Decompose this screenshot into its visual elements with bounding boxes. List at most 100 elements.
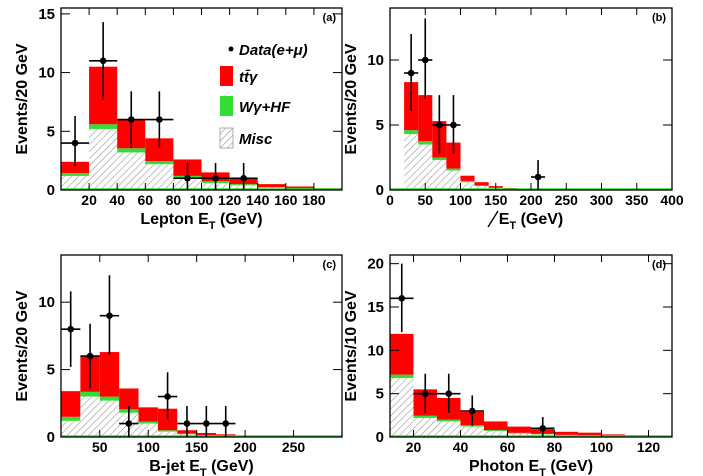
- x-tick-label: 100: [137, 439, 161, 455]
- legend-data-marker: [228, 46, 234, 52]
- wgamma-bar: [460, 180, 475, 183]
- misc-bar: [145, 164, 174, 190]
- data-point: [468, 407, 476, 415]
- legend-ttgamma-label: tt̄γ: [239, 69, 259, 86]
- misc-bar: [80, 396, 100, 437]
- x-tick-label: 100: [190, 192, 214, 208]
- x-tick-label: 40: [109, 192, 125, 208]
- misc-bar: [157, 431, 178, 437]
- y-tick-label: 15: [38, 6, 55, 23]
- misc-bar: [484, 430, 508, 437]
- data-point: [71, 139, 79, 147]
- y-tick-label: 0: [47, 429, 55, 446]
- data-point: [203, 420, 210, 427]
- data-point: [450, 121, 457, 129]
- y-axis-label: Events/10 GeV: [343, 290, 360, 402]
- panel-d: 20 40 60 80 100 120 0 5 10 15 20 (d) Events/10 GeV Ph…: [343, 254, 673, 476]
- data-point: [534, 173, 542, 181]
- misc-bar: [117, 152, 146, 190]
- y-axis-label: Events/20 GeV: [14, 43, 31, 155]
- data-point: [240, 174, 247, 182]
- wgamma-bar: [418, 141, 433, 145]
- y-tick-label: 0: [376, 429, 384, 446]
- x-tick-label: 300: [590, 192, 614, 208]
- panel-b: 0 50 100 150 200 250 300 350 400 0 5 10 (b) Events/20…: [343, 7, 684, 232]
- data-point: [164, 393, 171, 400]
- misc-bar: [474, 186, 489, 190]
- ttgamma-bar: [446, 142, 461, 169]
- legend-ttgamma-swatch: [220, 66, 233, 86]
- panel-c: 50 100 150 200 250 0 5 10 (c) Events/20 GeV B-jet …: [14, 254, 343, 476]
- plot-frame: [60, 254, 343, 438]
- ttgamma-bar: [145, 138, 174, 162]
- data-point: [106, 312, 113, 319]
- y-tick-label: 10: [367, 52, 384, 69]
- y-tick-label: 5: [376, 386, 384, 403]
- y-tick-label: 5: [47, 362, 55, 379]
- ttgamma-bar: [460, 175, 475, 181]
- y-tick-label: 10: [38, 294, 55, 311]
- ttgamma-bar: [474, 182, 489, 186]
- misc-bar: [61, 175, 90, 190]
- x-tick-label: 50: [92, 439, 108, 455]
- x-tick-label: 80: [166, 192, 182, 208]
- data-point: [421, 390, 429, 397]
- x-tick-label: 150: [484, 192, 508, 208]
- wgamma-bar: [99, 396, 120, 401]
- x-tick-label: 350: [625, 192, 649, 208]
- x-tick-label: 400: [660, 192, 684, 208]
- x-tick-label: 60: [138, 192, 154, 208]
- legend-data-label: Data(e+μ): [239, 42, 308, 59]
- data-point: [67, 325, 74, 333]
- x-axis-label: Photon ET (GeV): [469, 458, 593, 476]
- ttgamma-bar: [138, 407, 158, 422]
- y-tick-label: 5: [47, 123, 55, 140]
- wgamma-bar: [446, 168, 461, 171]
- x-tick-label: 120: [637, 439, 661, 455]
- wgamma-bar: [138, 421, 158, 424]
- data-point: [127, 116, 135, 123]
- ttgamma-bar: [285, 186, 314, 189]
- wgamma-bar: [157, 430, 178, 432]
- data-point: [156, 116, 163, 123]
- wgamma-bar: [61, 172, 90, 176]
- wgamma-bar: [145, 161, 174, 165]
- x-axis-label: B-jet ET (GeV): [149, 458, 254, 476]
- misc-bar: [390, 378, 414, 437]
- x-tick-label: 150: [185, 439, 209, 455]
- data-point: [99, 57, 107, 65]
- x-tick-label: 180: [302, 192, 326, 208]
- legend-misc-label: Misc: [239, 131, 273, 148]
- x-tick-label: 100: [449, 192, 473, 208]
- panel-label: (b): [652, 12, 666, 24]
- misc-bar: [446, 170, 461, 190]
- wgamma-bar: [474, 185, 489, 187]
- x-tick-label: 60: [500, 439, 516, 455]
- data-point: [421, 56, 429, 64]
- ttgamma-bar: [390, 333, 414, 375]
- wgamma-bar: [507, 432, 531, 434]
- panel-label: (c): [323, 259, 337, 271]
- wgamma-bar: [61, 416, 81, 421]
- wgamma-bar: [484, 430, 508, 431]
- misc-bar: [61, 420, 81, 437]
- wgamma-bar: [404, 130, 419, 135]
- wgamma-bar: [432, 157, 447, 161]
- ttgamma-bar: [99, 352, 120, 397]
- x-tick-label: 250: [282, 439, 306, 455]
- y-tick-label: 5: [376, 117, 384, 134]
- data-point: [407, 69, 415, 77]
- misc-bar: [99, 400, 120, 437]
- misc-bar: [460, 182, 475, 190]
- misc-bar: [437, 421, 461, 437]
- ttgamma-bar: [157, 408, 178, 431]
- wgamma-bar: [390, 374, 414, 379]
- x-tick-label: 140: [246, 192, 270, 208]
- y-axis-label: Events/20 GeV: [343, 43, 360, 155]
- ttgamma-bar: [601, 434, 625, 436]
- x-axis-label: Lepton ET (GeV): [140, 211, 262, 232]
- misc-bar: [418, 144, 433, 190]
- y-tick-label: 0: [376, 182, 384, 199]
